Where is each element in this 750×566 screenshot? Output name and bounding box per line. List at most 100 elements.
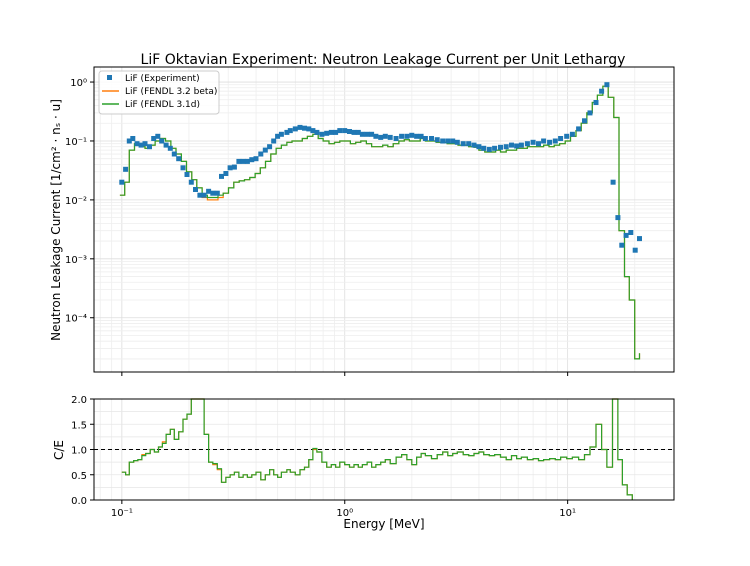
legend-fendl31-label: LiF (FENDL 3.1d)	[125, 100, 200, 110]
experiment-marker	[476, 144, 482, 150]
bottom-y-tick-label: 1.5	[71, 420, 87, 431]
experiment-marker	[576, 126, 582, 132]
experiment-marker	[223, 171, 229, 176]
bottom-y-tick-label: 2.0	[71, 395, 87, 406]
legend-fendl32-label: LiF (FENDL 3.2 beta)	[125, 87, 217, 97]
bottom-x-tick-label: 10¹	[559, 508, 576, 519]
experiment-marker	[509, 142, 514, 148]
experiment-marker	[337, 128, 343, 134]
experiment-marker	[486, 146, 492, 152]
experiment-marker	[171, 151, 177, 157]
legend-frame	[98, 70, 220, 115]
experiment-marker	[206, 188, 212, 194]
experiment-marker	[314, 129, 320, 135]
experiment-marker	[429, 136, 434, 141]
top-ticks: 10⁻⁴ 10⁻³ 10⁻² 10⁻¹ 10⁰	[65, 78, 569, 376]
experiment-marker	[414, 133, 420, 139]
experiment-marker	[619, 242, 625, 248]
experiment-marker	[130, 136, 136, 141]
experiment-marker	[219, 173, 224, 179]
chart-title: LiF Oktavian Experiment: Neutron Leakage…	[141, 52, 626, 68]
experiment-marker	[445, 138, 451, 144]
bottom-ticks: 0.0 0.5 1.0 1.5 2.0 10⁻¹ 10⁰ 10¹	[71, 395, 576, 519]
experiment-marker	[244, 158, 250, 164]
experiment-marker	[351, 129, 357, 135]
experiment-marker	[302, 125, 307, 131]
experiment-marker	[306, 126, 312, 132]
experiment-marker	[481, 145, 487, 151]
experiment-marker	[514, 143, 520, 149]
experiment-marker	[454, 139, 460, 145]
bottom-y-tick-label: 0.0	[71, 496, 87, 507]
top-y-axis-label: Neutron Leakage Current [1/cm² · nₛ · u]	[49, 99, 63, 341]
experiment-marker	[159, 138, 165, 144]
experiment-marker	[142, 141, 148, 147]
experiment-marker	[342, 128, 348, 134]
experiment-marker	[373, 133, 379, 139]
experiment-marker	[319, 131, 325, 137]
bottom-x-tick-label: 10⁰	[336, 508, 353, 519]
top-y-tick-label: 10⁻⁴	[65, 314, 87, 325]
experiment-marker	[134, 141, 140, 147]
experiment-marker	[393, 136, 399, 141]
experiment-marker	[378, 134, 384, 140]
experiment-marker	[258, 151, 264, 157]
experiment-marker	[450, 138, 456, 144]
experiment-marker	[364, 131, 370, 137]
experiment-marker	[236, 158, 242, 164]
experiment-marker	[180, 165, 186, 171]
experiment-marker	[422, 136, 428, 141]
bottom-x-tick-label: 10⁻¹	[111, 508, 133, 519]
experiment-marker	[404, 133, 410, 139]
experiment-marker	[492, 145, 498, 151]
experiment-marker	[503, 144, 509, 150]
experiment-marker	[210, 190, 216, 196]
experiment-marker	[328, 129, 334, 135]
experiment-marker	[262, 147, 268, 153]
experiment-marker	[310, 128, 316, 134]
experiment-marker	[541, 138, 547, 144]
experiment-marker	[610, 179, 616, 185]
experiment-marker	[460, 141, 466, 147]
experiment-marker	[387, 134, 393, 140]
experiment-marker	[147, 144, 152, 150]
top-y-tick-label: 10⁻³	[65, 255, 87, 266]
experiment-marker	[547, 139, 553, 145]
experiment-marker	[126, 138, 132, 144]
top-y-tick-label: 10⁻¹	[65, 137, 87, 148]
experiment-marker	[138, 142, 144, 148]
top-y-tick-label: 10⁰	[70, 78, 87, 89]
experiment-marker	[623, 232, 629, 238]
experiment-marker	[193, 187, 198, 192]
experiment-marker	[123, 166, 129, 172]
experiment-marker	[564, 133, 570, 139]
experiment-marker	[637, 236, 642, 242]
experiment-marker	[197, 192, 203, 198]
experiment-marker	[347, 129, 352, 134]
experiment-marker	[599, 88, 605, 94]
experiment-marker	[253, 156, 259, 162]
experiment-marker	[518, 142, 524, 148]
experiment-marker	[231, 164, 237, 170]
top-series	[119, 82, 642, 360]
experiment-marker	[249, 157, 255, 163]
experiment-marker	[530, 139, 536, 145]
bottom-plot: 0.0 0.5 1.0 1.5 2.0 10⁻¹ 10⁰ 10¹ C/E Energy [Me…	[52, 395, 675, 531]
experiment-marker	[615, 215, 621, 221]
experiment-marker	[271, 138, 277, 144]
experiment-marker	[524, 141, 530, 147]
experiment-marker	[359, 131, 365, 137]
experiment-marker	[409, 132, 415, 138]
experiment-marker	[297, 124, 303, 130]
experiment-marker	[167, 145, 173, 151]
experiment-marker	[188, 179, 194, 185]
experiment-marker	[355, 129, 361, 135]
top-plot-frame	[93, 66, 675, 373]
experiment-marker	[471, 142, 477, 148]
x-axis-label: Energy [MeV]	[343, 517, 424, 531]
experiment-marker	[275, 133, 281, 139]
experiment-marker	[434, 137, 440, 143]
experiment-marker	[369, 131, 375, 137]
